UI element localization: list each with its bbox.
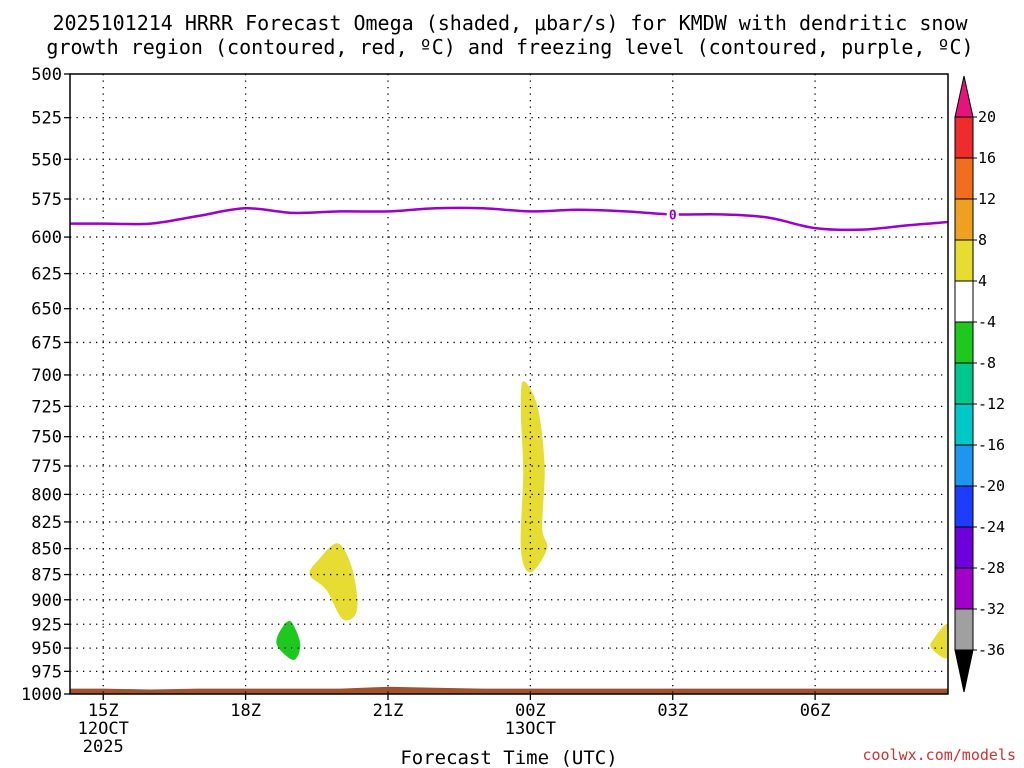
colorbar-band-9 [954, 485, 974, 528]
colorbar-tick-label-7: -12 [978, 395, 1005, 413]
y-tick-label-975: 975 [31, 662, 62, 682]
y-tick-label-900: 900 [31, 591, 62, 611]
chart-title-line-2: growth region (contoured, red, ºC) and f… [46, 35, 973, 59]
grid-lines [70, 74, 948, 694]
y-tick-label-525: 525 [31, 109, 62, 129]
y-tick-label-625: 625 [31, 265, 62, 285]
colorbar-tick-label-11: -28 [978, 559, 1005, 577]
omega-shaded-region-2 [309, 543, 358, 621]
colorbar-band-10 [954, 526, 974, 569]
plot-frame [69, 73, 949, 695]
y-tick-label-1000: 1000 [21, 685, 62, 705]
x-tick-label-9-0: 00Z [515, 701, 546, 721]
x-tick-label-6-0: 21Z [373, 701, 404, 721]
y-tick-label-650: 650 [31, 300, 62, 320]
colorbar-tick-label-4: 4 [978, 272, 987, 290]
y-tick-label-800: 800 [31, 485, 62, 505]
freezing-level-label: 0 [669, 208, 677, 223]
y-tick-label-925: 925 [31, 615, 62, 635]
colorbar-legend: 20 16 12 8 4 -4 -8 -12 -16 -20 -24 -28 -32 -36 [954, 75, 1005, 693]
colorbar-band-8 [954, 444, 974, 487]
y-tick-label-750: 750 [31, 428, 62, 448]
y-tick-label-700: 700 [31, 366, 62, 386]
x-axis-label: Forecast Time (UTC) [400, 747, 617, 768]
x-tick-label-0-0: 15Z [88, 701, 119, 721]
colorbar-band-6 [954, 362, 974, 405]
x-tick-label-0-1: 12OCT [78, 719, 129, 739]
credit-text: coolwx.com/models [862, 746, 1016, 764]
freezing-level-contour [70, 206, 948, 232]
pressure-axis: 500 525 550 575 600 625 650 675 700 725 750 775 800 8… [21, 65, 70, 705]
x-tick-label-3-0: 18Z [230, 701, 261, 721]
colorbar-band-0 [954, 116, 974, 159]
colorbar-tick-label-13: -36 [978, 641, 1005, 659]
contour-lines: 0 [70, 206, 948, 232]
y-tick-label-575: 575 [31, 190, 62, 210]
colorbar-band-4 [954, 280, 974, 323]
terrain-surface [70, 686, 948, 694]
omega-shaded-region-1 [520, 381, 548, 573]
colorbar-tick-label-10: -24 [978, 518, 1005, 536]
x-tick-label-15-0: 06Z [800, 701, 831, 721]
colorbar-tick-label-6: -8 [978, 354, 996, 372]
colorbar-tick-label-2: 12 [978, 190, 996, 208]
colorbar-band-1 [954, 157, 974, 200]
y-tick-label-725: 725 [31, 397, 62, 417]
colorbar-bottom-arrow [954, 649, 974, 693]
colorbar-band-2 [954, 198, 974, 241]
colorbar-band-11 [954, 567, 974, 610]
y-tick-label-950: 950 [31, 639, 62, 659]
x-tick-label-12-0: 03Z [657, 701, 688, 721]
colorbar-tick-label-9: -20 [978, 477, 1005, 495]
colorbar-top-arrow [954, 75, 974, 118]
y-tick-label-825: 825 [31, 513, 62, 533]
colorbar-band-7 [954, 403, 974, 446]
colorbar-band-3 [954, 239, 974, 282]
y-tick-label-500: 500 [31, 65, 62, 85]
y-tick-label-550: 550 [31, 150, 62, 170]
colorbar-tick-label-0: 20 [978, 108, 996, 126]
colorbar-tick-label-3: 8 [978, 231, 987, 249]
colorbar-band-5 [954, 321, 974, 364]
colorbar-band-12 [954, 608, 974, 651]
colorbar-tick-label-12: -32 [978, 600, 1005, 618]
colorbar-tick-label-1: 16 [978, 149, 996, 167]
omega-shaded-region-4 [276, 620, 301, 660]
y-tick-label-600: 600 [31, 228, 62, 248]
x-tick-label-0-2: 2025 [83, 737, 124, 757]
freezing-level-label-bg [666, 206, 679, 223]
y-tick-label-875: 875 [31, 566, 62, 586]
omega-shaded-region-3 [930, 623, 948, 659]
colorbar-tick-label-8: -16 [978, 436, 1005, 454]
y-tick-label-675: 675 [31, 333, 62, 353]
y-tick-label-850: 850 [31, 540, 62, 560]
y-tick-label-775: 775 [31, 457, 62, 477]
chart-title-line-1: 2025101214 HRRR Forecast Omega (shaded, … [52, 11, 968, 35]
x-tick-label-9-1: 13OCT [505, 719, 556, 739]
plot-area-fills [70, 381, 948, 694]
colorbar-tick-label-5: -4 [978, 313, 996, 331]
